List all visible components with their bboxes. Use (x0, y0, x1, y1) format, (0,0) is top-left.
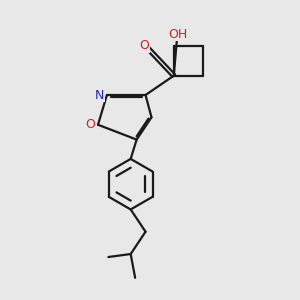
Text: OH: OH (169, 28, 188, 40)
Text: O: O (85, 118, 95, 131)
Text: N: N (95, 88, 104, 101)
Text: O: O (139, 40, 149, 52)
